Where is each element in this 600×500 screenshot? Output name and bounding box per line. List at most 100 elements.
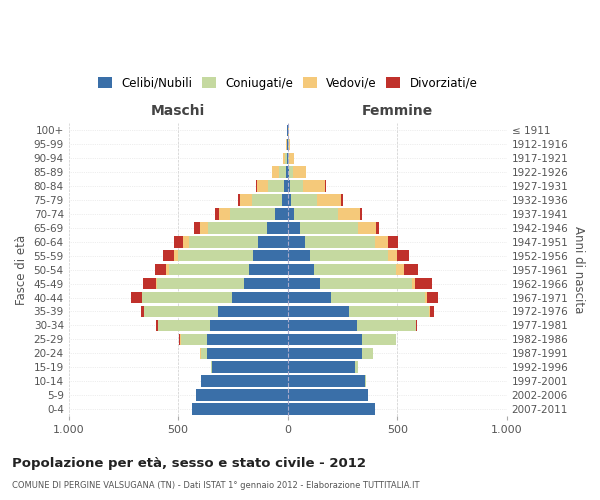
Bar xyxy=(281,194,287,205)
Bar xyxy=(207,348,287,359)
Bar xyxy=(219,208,230,220)
Bar xyxy=(232,292,287,304)
Bar xyxy=(287,334,362,345)
Bar xyxy=(302,180,325,192)
Bar xyxy=(211,362,212,373)
Bar xyxy=(169,264,250,276)
Bar xyxy=(143,278,155,289)
Bar xyxy=(258,236,287,248)
Text: COMUNE DI PERGINE VALSUGANA (TN) - Dati ISTAT 1° gennaio 2012 - Elaborazione TUT: COMUNE DI PERGINE VALSUGANA (TN) - Dati … xyxy=(12,481,419,490)
Bar xyxy=(287,348,362,359)
Bar xyxy=(358,222,376,234)
Bar xyxy=(415,278,431,289)
Bar xyxy=(290,180,302,192)
Bar xyxy=(287,180,290,192)
Bar xyxy=(238,194,240,205)
Bar xyxy=(283,152,285,164)
Y-axis label: Anni di nascita: Anni di nascita xyxy=(572,226,585,314)
Bar xyxy=(425,292,427,304)
Bar xyxy=(163,250,174,262)
Bar xyxy=(325,180,326,192)
Bar xyxy=(376,222,379,234)
Bar xyxy=(200,222,208,234)
Legend: Celibi/Nubili, Coniugati/e, Vedovi/e, Divorziati/e: Celibi/Nubili, Coniugati/e, Vedovi/e, Di… xyxy=(98,76,478,90)
Bar xyxy=(201,376,287,387)
Bar xyxy=(200,348,201,359)
Bar xyxy=(338,208,360,220)
Bar xyxy=(143,306,218,317)
Bar xyxy=(240,194,252,205)
Bar xyxy=(310,250,388,262)
Bar xyxy=(320,278,412,289)
Bar xyxy=(192,404,287,414)
Bar xyxy=(397,264,404,276)
Bar xyxy=(287,376,365,387)
Bar xyxy=(286,166,287,178)
Bar xyxy=(230,208,275,220)
Bar xyxy=(253,250,287,262)
Text: Maschi: Maschi xyxy=(151,104,205,118)
Bar xyxy=(158,320,210,331)
Bar xyxy=(305,236,375,248)
Bar xyxy=(287,152,289,164)
Bar xyxy=(268,180,284,192)
Bar xyxy=(215,208,219,220)
Bar xyxy=(181,334,207,345)
Bar xyxy=(284,180,287,192)
Bar xyxy=(250,264,287,276)
Bar xyxy=(155,264,166,276)
Bar xyxy=(287,264,314,276)
Bar xyxy=(429,306,430,317)
Bar xyxy=(212,362,287,373)
Bar xyxy=(178,250,253,262)
Bar xyxy=(355,362,358,373)
Bar xyxy=(404,264,418,276)
Bar xyxy=(362,334,397,345)
Bar xyxy=(244,278,287,289)
Bar xyxy=(360,208,362,220)
Bar xyxy=(183,236,189,248)
Bar xyxy=(358,320,416,331)
Bar xyxy=(208,222,267,234)
Bar xyxy=(300,222,358,234)
Bar xyxy=(287,166,289,178)
Bar xyxy=(287,292,331,304)
Bar xyxy=(412,278,415,289)
Bar xyxy=(275,208,287,220)
Bar xyxy=(131,292,142,304)
Bar xyxy=(427,292,438,304)
Bar xyxy=(189,236,258,248)
Bar xyxy=(155,278,157,289)
Bar xyxy=(210,320,287,331)
Bar xyxy=(365,376,367,387)
Bar xyxy=(287,236,305,248)
Bar xyxy=(207,334,287,345)
Y-axis label: Fasce di età: Fasce di età xyxy=(15,234,28,304)
Bar xyxy=(201,348,207,359)
Bar xyxy=(280,166,286,178)
Bar xyxy=(349,306,429,317)
Bar xyxy=(375,236,388,248)
Bar xyxy=(256,180,257,192)
Bar xyxy=(287,306,349,317)
Bar xyxy=(362,348,373,359)
Bar xyxy=(294,208,338,220)
Bar xyxy=(287,320,358,331)
Bar xyxy=(179,334,181,345)
Bar xyxy=(157,278,244,289)
Bar xyxy=(257,180,268,192)
Text: Popolazione per età, sesso e stato civile - 2012: Popolazione per età, sesso e stato civil… xyxy=(12,458,366,470)
Bar xyxy=(287,222,300,234)
Bar xyxy=(287,390,368,401)
Bar xyxy=(140,306,143,317)
Bar xyxy=(388,250,397,262)
Bar xyxy=(174,250,178,262)
Bar xyxy=(272,166,280,178)
Bar xyxy=(287,250,310,262)
Bar xyxy=(287,278,320,289)
Bar xyxy=(174,236,183,248)
Bar xyxy=(287,208,294,220)
Bar xyxy=(397,250,409,262)
Text: Femmine: Femmine xyxy=(362,104,433,118)
Bar xyxy=(252,194,281,205)
